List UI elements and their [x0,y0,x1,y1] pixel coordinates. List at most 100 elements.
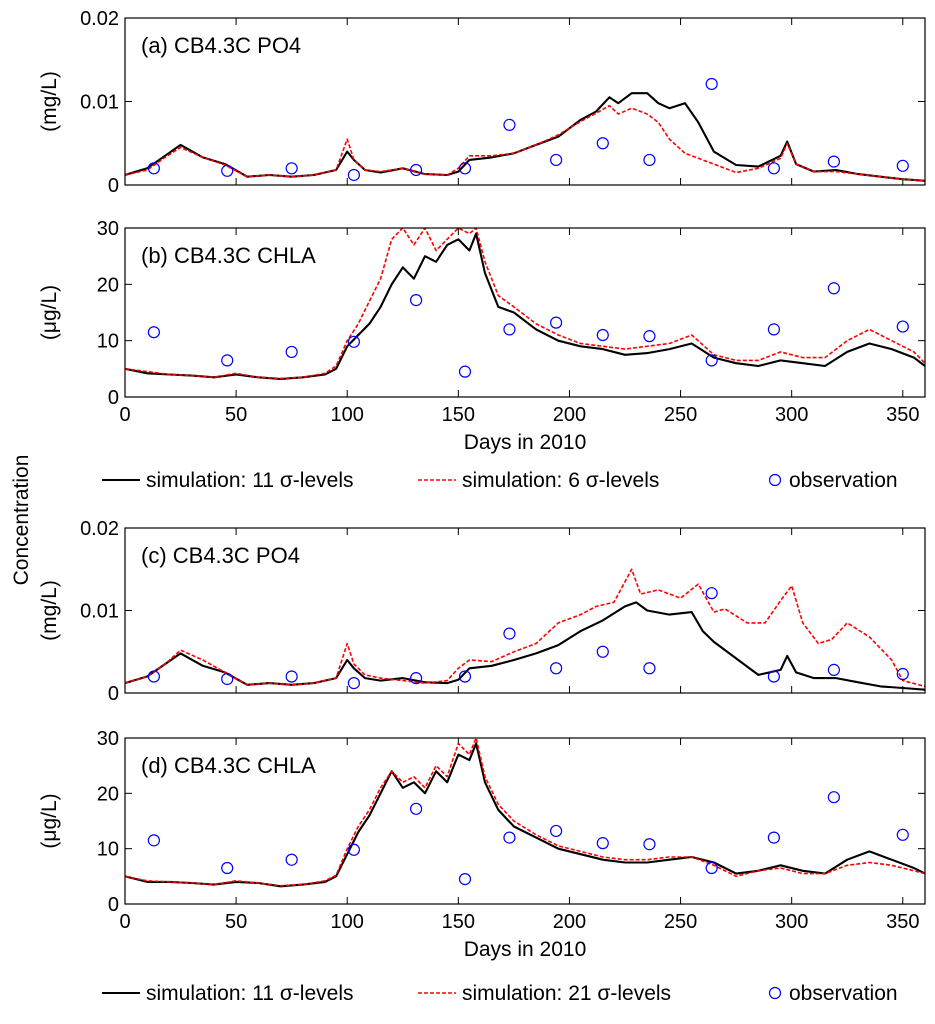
legend-entry-simulation-11-levels: simulation: 11 σ-levels [102,982,354,1005]
observation-point [347,335,360,348]
y-tick-label: 0 [108,683,119,705]
y-tick-label: 10 [97,839,119,861]
panel-title: (b) CB4.3C CHLA [141,243,316,268]
chart-panel-a: 0 0.01 0.02 (a) CB4.3C PO4 (mg/L) [38,8,926,197]
y-axis-label: (mg/L) [38,71,61,132]
panel-title: (c) CB4.3C PO4 [141,543,300,568]
observation-point [896,159,909,172]
observation-point [827,663,840,677]
legend-marker [768,473,782,487]
y-tick-label: 30 [97,728,119,750]
series-line-simulation-21-levels [125,738,925,887]
observation-point [147,834,160,847]
x-tick-label: 150 [442,911,475,933]
observation-point [503,831,516,844]
observation-point [767,162,780,175]
x-tick-label: 50 [225,404,247,426]
y-tick-label: 0.01 [80,601,119,623]
legend-label: simulation: 11 σ-levels [146,469,354,492]
legend-entry-simulation-21-levels: simulation: 21 σ-levels [418,982,671,1005]
x-tick-label: 250 [664,404,697,426]
observation-point [147,162,160,175]
y-tick-label: 10 [97,331,119,353]
series-observation [147,77,909,182]
observation-point [643,330,656,343]
x-tick-label: 350 [886,911,919,933]
y-tick-label: 30 [97,218,119,240]
observation-point [458,365,472,378]
observation-point [596,645,609,658]
observation-point [550,662,563,675]
observation-point [285,162,298,175]
x-tick-label: 300 [775,911,808,933]
observation-point [503,627,516,640]
x-axis-label: Days in 2010 [464,431,587,454]
observation-point [410,672,423,685]
x-tick-label: 0 [119,404,130,426]
y-tick-label: 20 [97,783,119,805]
observation-point [767,670,780,683]
observation-point [347,676,360,690]
observation-point [896,320,909,333]
observation-point [705,77,718,91]
legend-entry-simulation-6-levels: simulation: 6 σ-levels [418,469,659,492]
observation-point [147,326,160,339]
y-axis-label: (μg/L) [38,285,61,340]
y-axis-label: (μg/L) [38,793,61,848]
observation-point [767,323,780,336]
observation-point [705,587,718,600]
x-tick-label: 300 [775,404,808,426]
observation-point [347,168,360,182]
x-axis-label: Days in 2010 [464,938,587,961]
y-tick-label: 0 [108,387,119,409]
observation-point [827,282,840,295]
x-tick-label: 50 [225,911,247,933]
y-tick-label: 0 [108,894,119,916]
legend-label: observation [789,982,898,1005]
observation-point [550,316,563,329]
observation-point [410,294,423,307]
observation-point [503,118,516,131]
series-line-simulation-21-levels [125,568,925,688]
observation-point [705,354,718,367]
y-tick-label: 0.01 [80,92,119,114]
observation-point [221,672,234,686]
observation-point [221,354,234,367]
observation-point [550,824,563,838]
y-tick-label: 0.02 [80,518,119,540]
series-line-simulation-11-levels [125,232,925,381]
panel-title: (a) CB4.3C PO4 [141,33,301,58]
plot-area [125,738,925,904]
series-observation [147,587,909,690]
legend-entry-observation: observation [768,982,898,1005]
series-observation [147,282,909,378]
observation-point [827,155,840,168]
observation-point [285,345,298,359]
legend-label: simulation: 21 σ-levels [462,982,671,1005]
y-tick-label: 0.02 [80,8,119,30]
plot-border [124,227,926,398]
observation-point [410,163,423,177]
x-tick-label: 150 [442,404,475,426]
x-tick-label: 200 [553,404,586,426]
observation-point [550,153,563,167]
observation-point [458,162,472,175]
y-axis-label: (mg/L) [38,580,61,641]
series-line-simulation-11-levels [125,742,925,888]
observation-point [767,831,780,844]
x-tick-label: 250 [664,911,697,933]
chart-panel-c: 0 0.01 0.02 (c) CB4.3C PO4 (mg/L) [38,518,926,705]
observation-point [596,328,609,342]
observation-point [147,670,160,683]
legend-label: simulation: 6 σ-levels [462,469,659,492]
observation-point [643,153,656,167]
series-line-simulation-6-levels [125,104,925,182]
plot-area [125,18,925,185]
observation-point [896,828,909,841]
observation-point [596,137,609,150]
y-tick-label: 20 [97,274,119,296]
observation-point [643,838,656,851]
chart-panel-d: 0 50 100 150 200 250 300 350 0 10 20 30 (d) CB4.3C C… [38,728,926,961]
y-tick-label: 0 [108,175,119,197]
